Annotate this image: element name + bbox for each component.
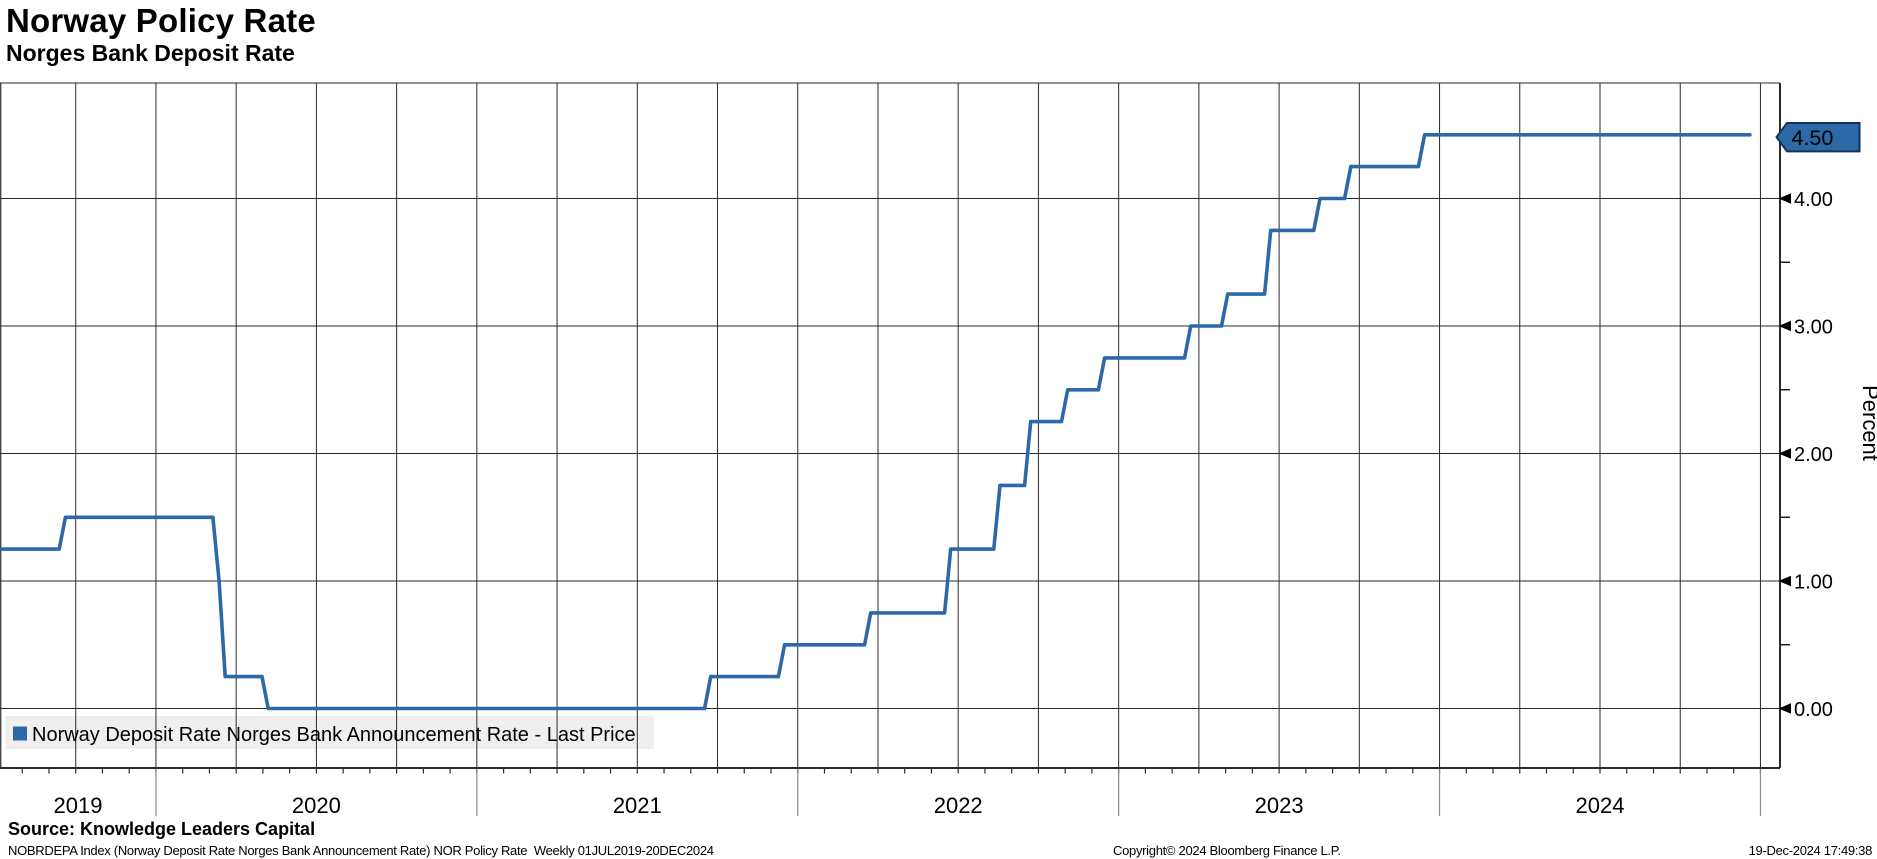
grid-lines: [0, 83, 1780, 768]
y-axis: 0.00 1.00 2.00 3.00 4.00: [1778, 189, 1833, 721]
page-subtitle: Norges Bank Deposit Rate: [6, 40, 295, 66]
x-tick-label: 2020: [292, 793, 341, 818]
x-tick-label: 2024: [1576, 793, 1625, 818]
legend-marker-icon: [13, 726, 27, 741]
series-line: [0, 133, 1752, 711]
y-tick-label: 3.00: [1794, 317, 1833, 339]
y-axis-title: Percent: [1858, 385, 1877, 461]
last-price-badge: 4.50: [1775, 121, 1861, 153]
timestamp: 19-Dec-2024 17:49:38: [1748, 843, 1873, 858]
legend-entry: Norway Deposit Rate Norges Bank Announce…: [13, 724, 636, 746]
ticker-info: NOBRDEPA Index (Norway Deposit Rate Norg…: [8, 843, 714, 858]
y-tick-label: 2.00: [1794, 444, 1833, 466]
source-credit: Source: Knowledge Leaders Capital: [8, 819, 316, 839]
last-price-value: 4.50: [1792, 126, 1834, 150]
y-tick-label: 1.00: [1794, 572, 1833, 594]
legend-box: [5, 716, 654, 749]
y-tick-label: 4.00: [1794, 189, 1833, 211]
legend-label: Norway Deposit Rate Norges Bank Announce…: [32, 724, 636, 746]
copyright-text: Copyright© 2024 Bloomberg Finance L.P.: [1113, 843, 1341, 858]
y-tick-label: 0.00: [1794, 699, 1833, 721]
x-tick-label: 2019: [53, 793, 102, 818]
x-axis: 2019 2020 2021 2022 2023 2024: [0, 767, 1780, 818]
x-tick-label: 2023: [1255, 793, 1304, 818]
plot-frame: [0, 82, 1781, 768]
page-title: Norway Policy Rate: [6, 2, 316, 39]
x-tick-label: 2021: [613, 793, 662, 818]
x-tick-label: 2022: [934, 793, 983, 818]
